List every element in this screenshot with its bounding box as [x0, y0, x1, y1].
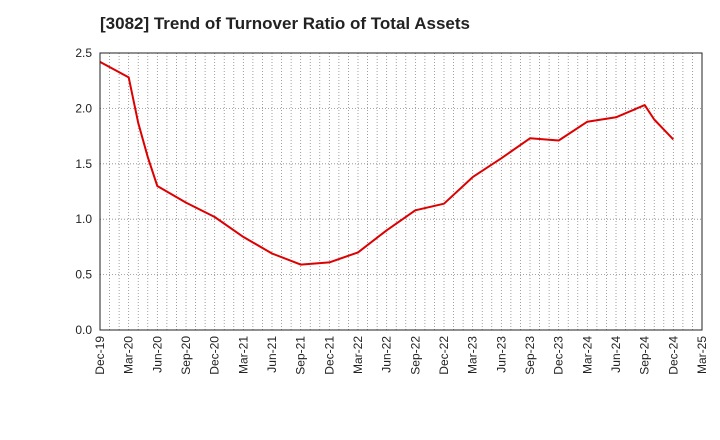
- y-tick-label: 2.5: [75, 46, 92, 60]
- x-tick-label: Jun-22: [380, 336, 394, 373]
- series-line: [99, 61, 675, 266]
- x-tick-label: Dec-22: [437, 336, 451, 375]
- x-tick-label: Sep-24: [638, 336, 652, 375]
- x-tick-label: Dec-21: [322, 336, 336, 375]
- chart-title: [3082] Trend of Turnover Ratio of Total …: [100, 14, 470, 33]
- x-tick-label: Mar-25: [695, 336, 709, 374]
- x-tick-label: Mar-24: [580, 336, 594, 374]
- y-tick-label: 1.5: [75, 157, 92, 171]
- x-tick-label: Dec-19: [93, 336, 107, 375]
- x-tick-label: Jun-20: [150, 336, 164, 373]
- x-tick-label: Dec-20: [208, 336, 222, 375]
- x-axis-tick-labels: Dec-19 Mar-20 Jun-20 Sep-20 Dec-20 Mar-21 Jun-…: [93, 336, 709, 375]
- x-tick-label: Dec-23: [552, 336, 566, 375]
- x-tick-label: Mar-23: [466, 336, 480, 374]
- x-tick-label: Mar-22: [351, 336, 365, 374]
- x-tick-label: Jun-24: [609, 336, 623, 373]
- x-tick-label: Sep-20: [179, 336, 193, 375]
- x-tick-label: Dec-24: [666, 336, 680, 375]
- x-tick-label: Sep-23: [523, 336, 537, 375]
- plot-area-background: [100, 53, 702, 330]
- y-tick-label: 0.0: [75, 323, 92, 337]
- x-tick-label: Mar-21: [236, 336, 250, 374]
- x-tick-label: Mar-20: [122, 336, 136, 374]
- y-tick-label: 1.0: [75, 212, 92, 226]
- y-tick-label: 2.0: [75, 101, 92, 115]
- x-tick-label: Jun-21: [265, 336, 279, 373]
- x-tick-label: Sep-21: [294, 336, 308, 375]
- y-tick-label: 0.5: [75, 268, 92, 282]
- x-tick-label: Jun-23: [494, 336, 508, 373]
- y-axis-tick-labels: 0.0 0.5 1.0 1.5 2.0 2.5: [75, 46, 92, 337]
- plot-area-border: [99, 52, 703, 331]
- series-layer: [99, 61, 675, 266]
- x-tick-label: Sep-22: [408, 336, 422, 375]
